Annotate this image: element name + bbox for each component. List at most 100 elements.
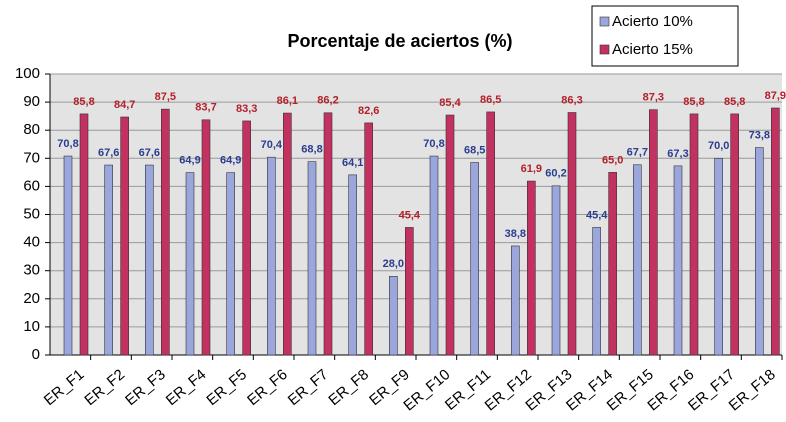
value-label: 64,1 — [342, 157, 363, 169]
bar — [283, 112, 292, 356]
bar — [673, 165, 683, 356]
bar — [185, 172, 195, 356]
x-tick-label: ER_F18 — [726, 366, 779, 414]
y-tick-label: 20 — [23, 290, 40, 307]
bar — [730, 113, 739, 356]
value-label: 87,9 — [765, 90, 786, 102]
bar — [714, 158, 723, 356]
value-label: 61,9 — [521, 163, 542, 175]
x-tick-label: ER_F2 — [81, 366, 128, 409]
bar — [348, 174, 357, 356]
x-tick-label: ER_F10 — [400, 366, 453, 414]
bar — [364, 122, 373, 356]
bar — [145, 164, 154, 356]
chart-title: Porcentaje de aciertos (%) — [287, 31, 512, 51]
y-tick-label: 70 — [23, 149, 40, 166]
y-tick-label: 80 — [23, 121, 40, 138]
bar — [755, 147, 764, 356]
value-label: 83,3 — [236, 103, 257, 115]
bar — [242, 120, 251, 356]
legend-label: Acierto 15% — [612, 41, 693, 58]
legend-box — [591, 5, 739, 67]
y-tick-label: 40 — [23, 234, 40, 251]
bar — [63, 155, 73, 356]
value-label: 67,6 — [98, 147, 119, 159]
bar — [689, 113, 699, 356]
bar — [608, 172, 617, 356]
x-tick-label: ER_F3 — [122, 366, 169, 409]
value-label: 73,8 — [749, 130, 770, 142]
value-label: 70,8 — [423, 138, 444, 150]
x-tick-label: ER_F5 — [203, 366, 250, 409]
bar — [267, 156, 276, 356]
bar — [389, 276, 398, 356]
y-tick-label: 60 — [23, 177, 40, 194]
y-tick-label: 100 — [15, 65, 40, 82]
y-tick-label: 10 — [23, 318, 40, 335]
value-label: 84,7 — [114, 99, 135, 111]
bar — [161, 108, 170, 356]
bar — [649, 109, 658, 356]
bar — [445, 114, 455, 356]
bar — [405, 227, 414, 356]
y-tick-label: 0 — [32, 346, 40, 363]
bar — [567, 112, 577, 356]
value-label: 38,8 — [505, 228, 526, 240]
value-label: 67,6 — [139, 147, 160, 159]
x-tick-label: ER_F8 — [325, 366, 372, 409]
value-label: 70,8 — [57, 138, 78, 150]
x-tick-label: ER_F6 — [244, 366, 291, 409]
bar — [104, 164, 113, 356]
value-label: 82,6 — [358, 105, 379, 117]
bar — [511, 245, 520, 356]
bar — [307, 161, 317, 356]
value-label: 68,8 — [301, 144, 322, 156]
value-label: 86,2 — [317, 95, 338, 107]
bar — [771, 107, 780, 356]
y-tick-label: 50 — [23, 205, 40, 222]
x-tick-label: ER_F1 — [41, 366, 88, 409]
bar — [201, 119, 211, 356]
bar — [551, 185, 561, 356]
bar — [470, 162, 479, 356]
y-tick-label: 30 — [23, 262, 40, 279]
value-label: 87,5 — [155, 91, 176, 103]
value-label: 67,3 — [667, 148, 688, 160]
bar — [79, 113, 89, 356]
value-label: 87,3 — [643, 92, 664, 104]
y-tick-label: 90 — [23, 93, 40, 110]
bar — [527, 180, 536, 356]
legend-swatch — [599, 16, 610, 27]
value-label: 85,4 — [439, 97, 461, 109]
value-label: 67,7 — [627, 147, 648, 159]
legend-label: Acierto 10% — [612, 13, 693, 30]
bar — [120, 116, 129, 356]
bar — [429, 155, 439, 356]
bar — [323, 112, 333, 356]
value-label: 85,8 — [724, 96, 745, 108]
bar — [226, 172, 235, 356]
value-label: 45,4 — [399, 209, 421, 221]
value-label: 45,4 — [586, 209, 608, 221]
value-label: 64,9 — [179, 155, 200, 167]
value-label: 70,0 — [708, 140, 729, 152]
bar — [486, 111, 495, 356]
value-label: 70,4 — [261, 139, 283, 151]
value-label: 86,5 — [480, 94, 501, 106]
legend-swatch — [599, 44, 610, 55]
x-tick-label: ER_F4 — [163, 366, 210, 409]
value-label: 65,0 — [602, 154, 623, 166]
bar — [592, 227, 601, 356]
value-label: 64,9 — [220, 155, 241, 167]
value-label: 85,8 — [73, 96, 94, 108]
value-label: 86,3 — [561, 94, 582, 106]
value-label: 83,7 — [195, 102, 216, 114]
value-label: 28,0 — [383, 258, 404, 270]
value-label: 85,8 — [683, 96, 704, 108]
value-label: 68,5 — [464, 144, 485, 156]
value-label: 86,1 — [277, 95, 298, 107]
x-tick-label: ER_F7 — [285, 366, 332, 409]
value-label: 60,2 — [545, 168, 566, 180]
bar — [633, 164, 642, 356]
